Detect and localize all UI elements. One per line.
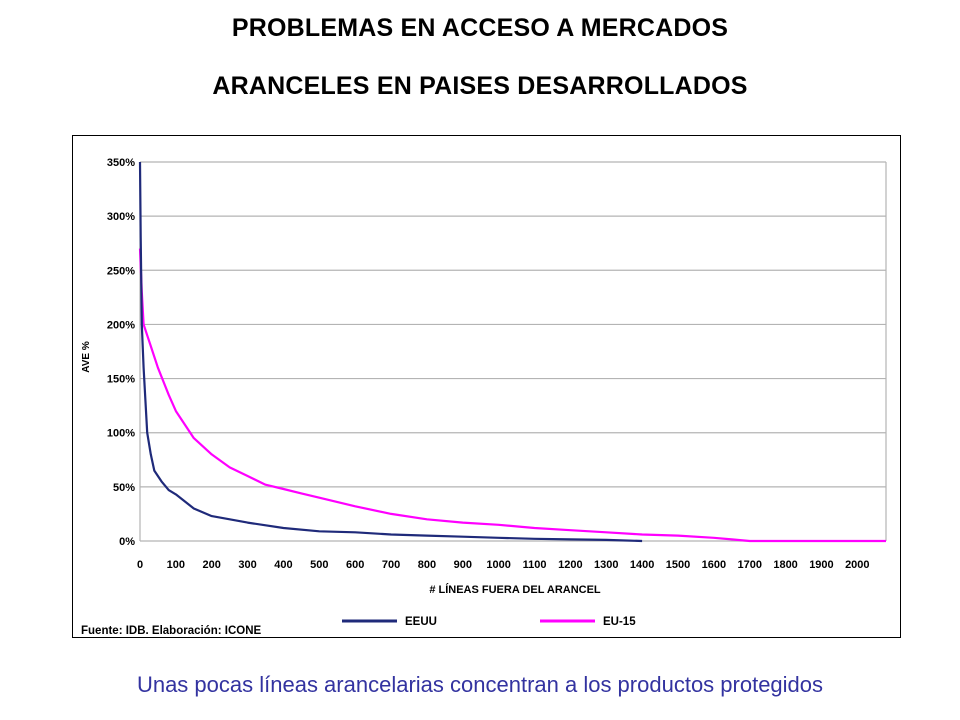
x-tick-label: 1900 [809,559,833,571]
x-tick-label: 900 [454,559,472,571]
source-note: Fuente: IDB. Elaboración: ICONE [81,625,262,637]
x-tick-label: 400 [274,559,292,571]
x-tick-label: 1100 [523,559,547,571]
series-lines [138,161,886,543]
y-tick-labels: 0% 50% 100% 150% 200% 250% 300% 350% [107,157,135,548]
x-tick-label: 1200 [558,559,582,571]
x-tick-label: 200 [203,559,221,571]
y-tick-label: 350% [107,157,135,169]
series-line-eeuu [138,161,643,543]
x-tick-label: 0 [137,559,143,571]
x-tick-label: 1700 [737,559,761,571]
x-tick-label: 100 [167,559,185,571]
x-tick-label: 1600 [702,559,726,571]
y-tick-label: 100% [107,428,135,440]
x-tick-label: 1800 [773,559,797,571]
title-line-1: PROBLEMAS EN ACCESO A MERCADOS [231,14,729,42]
chart-border [72,135,901,638]
title-line-2: ARANCELES EN PAISES DESARROLLADOS [212,72,748,100]
caption: Unas pocas líneas arancelarias concentra… [136,672,824,697]
x-axis-label: # LÍNEAS FUERA DEL ARANCEL [429,583,601,596]
y-tick-label: 150% [107,374,135,386]
x-tick-label: 1400 [630,559,654,571]
x-tick-label: 2000 [845,559,869,571]
y-tick-label: 200% [107,319,135,331]
legend: EEUU EU-15 [342,616,636,628]
x-tick-label: 600 [346,559,364,571]
chart: 0% 50% 100% 150% 200% 250% 300% 350% 0 100 200 300… [72,135,901,638]
x-tick-label: 700 [382,559,400,571]
x-tick-label: 1300 [594,559,618,571]
x-tick-label: 1500 [666,559,690,571]
x-tick-label: 1000 [486,559,510,571]
legend-label: EU-15 [603,616,636,628]
y-axis-label: AVE % [81,341,92,373]
y-tick-label: 0% [119,536,135,548]
y-tick-label: 250% [107,265,135,277]
y-tick-label: 300% [107,211,135,223]
x-tick-label: 300 [238,559,256,571]
y-tick-label: 50% [113,482,135,494]
x-tick-labels: 0 100 200 300 400 500 600 700 800 900 1000 1100 1200… [137,559,870,571]
x-tick-label: 800 [418,559,436,571]
legend-label: EEUU [405,616,437,628]
series-line-eu-15 [138,248,886,543]
x-tick-label: 500 [310,559,328,571]
